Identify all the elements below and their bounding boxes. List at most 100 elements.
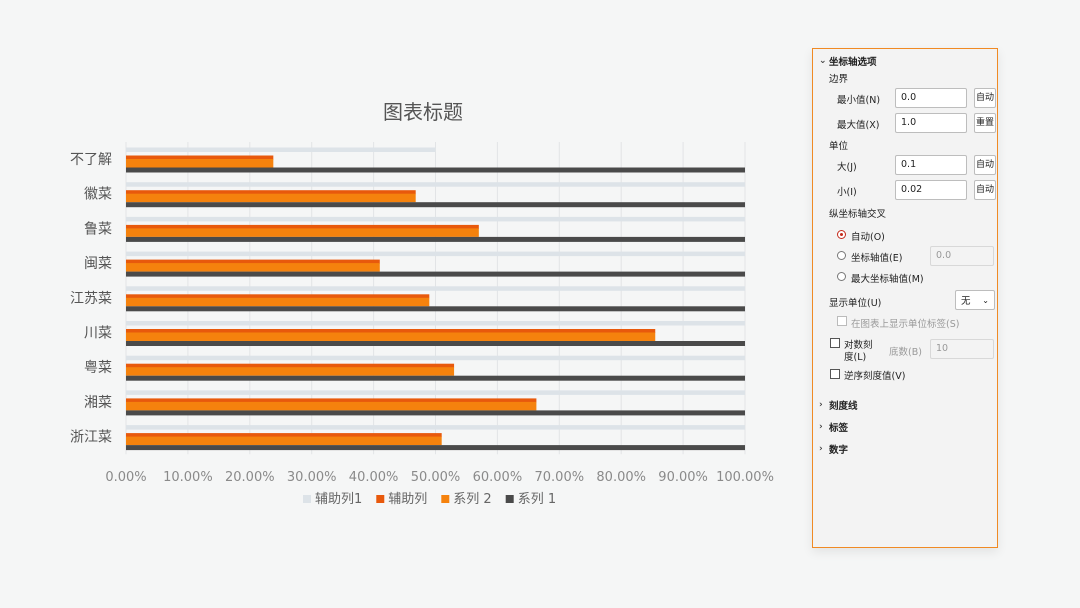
bar-1 xyxy=(126,433,442,438)
x-tick-label: 10.00% xyxy=(163,470,213,485)
bar-3 xyxy=(126,375,745,381)
tick-marks-section[interactable]: › 刻度线 xyxy=(819,398,858,412)
bounds-label: 边界 xyxy=(829,74,849,85)
cross-max-label: 最大坐标轴值(M) xyxy=(851,274,924,285)
bar-0 xyxy=(126,286,745,291)
reverse-order-checkbox[interactable] xyxy=(830,369,840,379)
x-tick-label: 70.00% xyxy=(535,470,585,485)
cross-auto-label: 自动(O) xyxy=(851,232,885,243)
min-auto-button[interactable]: 自动 xyxy=(974,88,996,108)
min-input[interactable]: 0.0 xyxy=(895,88,967,108)
legend-label: 辅助列1 xyxy=(315,492,362,507)
major-auto-button[interactable]: 自动 xyxy=(974,155,996,175)
legend-label: 系列 2 xyxy=(453,492,491,507)
bar-3 xyxy=(126,167,745,173)
bar-3 xyxy=(126,445,745,451)
bar-1 xyxy=(126,259,380,264)
chevron-down-icon: ⌄ xyxy=(819,56,827,66)
display-units-value: 无 xyxy=(961,296,971,307)
bar-1 xyxy=(126,329,656,333)
bar-1 xyxy=(126,224,479,229)
legend-swatch xyxy=(441,495,450,503)
chevron-right-icon: › xyxy=(819,444,823,454)
legend-swatch xyxy=(505,495,514,503)
bar-3 xyxy=(126,271,745,277)
chevron-down-icon: ⌄ xyxy=(982,295,989,305)
x-tick-label: 20.00% xyxy=(225,470,275,485)
format-axis-pane[interactable]: ⌄ 坐标轴选项 边界 最小值(N) 0.0 自动 最大值(X) 1.0 重置 单… xyxy=(812,48,998,548)
major-label: 大(J) xyxy=(837,162,857,173)
cross-value-label: 坐标轴值(E) xyxy=(851,253,903,264)
minor-label: 小(I) xyxy=(837,187,857,198)
category-label: 鲁菜 xyxy=(84,221,112,237)
bar-2 xyxy=(126,401,537,411)
bar-0 xyxy=(126,321,745,326)
cross-auto-radio[interactable] xyxy=(837,230,846,239)
log-scale-label-2: 度(L) xyxy=(844,352,867,363)
x-tick-label: 90.00% xyxy=(658,470,708,485)
category-label: 江苏菜 xyxy=(70,291,112,307)
x-tick-label: 50.00% xyxy=(411,470,461,485)
max-reset-button[interactable]: 重置 xyxy=(974,113,996,133)
axis-options-section[interactable]: ⌄ 坐标轴选项 xyxy=(819,54,877,68)
show-units-label: 在图表上显示单位标签(S) xyxy=(851,319,960,330)
tick-marks-title: 刻度线 xyxy=(829,401,858,412)
bar-chart[interactable]: 图表标题 0.00% 10.00% 20.00% 30.00% 40.00% 50.00% 6… xyxy=(0,0,800,608)
bar-0 xyxy=(126,390,745,395)
bar-3 xyxy=(126,341,745,346)
bar-0 xyxy=(126,182,745,187)
category-label: 粤菜 xyxy=(84,360,112,376)
log-base-input[interactable]: 10 xyxy=(930,339,994,359)
minor-unit-input[interactable]: 0.02 xyxy=(895,180,967,200)
cross-value-radio[interactable] xyxy=(837,251,846,260)
show-units-checkbox[interactable] xyxy=(837,316,847,326)
bar-2 xyxy=(126,263,380,272)
x-tick-label: 30.00% xyxy=(287,470,337,485)
labels-title: 标签 xyxy=(829,423,849,434)
bar-0 xyxy=(126,147,436,152)
bar-2 xyxy=(126,436,442,446)
log-scale-checkbox[interactable] xyxy=(830,338,840,348)
chart-title: 图表标题 xyxy=(383,100,463,124)
number-section[interactable]: › 数字 xyxy=(819,442,848,456)
max-label: 最大值(X) xyxy=(837,120,880,131)
minor-auto-button[interactable]: 自动 xyxy=(974,180,996,200)
legend-label: 系列 1 xyxy=(518,492,556,507)
bar-0 xyxy=(126,251,745,257)
category-label: 湘菜 xyxy=(84,395,112,411)
cross-value-input[interactable]: 0.0 xyxy=(930,246,994,266)
bar-3 xyxy=(126,236,745,242)
bar-2 xyxy=(126,297,430,307)
chevron-right-icon: › xyxy=(819,422,823,432)
chevron-right-icon: › xyxy=(819,400,823,410)
bar-3 xyxy=(126,306,745,312)
display-units-label: 显示单位(U) xyxy=(829,298,882,309)
max-input[interactable]: 1.0 xyxy=(895,113,967,133)
cross-max-radio[interactable] xyxy=(837,272,846,281)
legend-swatch xyxy=(376,495,385,503)
legend-swatch xyxy=(303,495,311,503)
labels-section[interactable]: › 标签 xyxy=(819,420,848,434)
x-tick-label: 0.00% xyxy=(105,470,146,485)
bar-0 xyxy=(126,216,745,222)
bar-3 xyxy=(126,410,745,416)
category-label: 浙江菜 xyxy=(70,430,112,446)
major-unit-input[interactable]: 0.1 xyxy=(895,155,967,175)
log-base-label: 底数(B) xyxy=(889,347,922,358)
display-units-select[interactable]: 无 ⌄ xyxy=(955,290,995,310)
bar-1 xyxy=(126,363,455,368)
chart-area[interactable]: 图表标题 0.00% 10.00% 20.00% 30.00% 40.00% 50.00% 6… xyxy=(0,0,800,608)
bar-2 xyxy=(126,228,479,237)
bar-1 xyxy=(126,155,274,160)
bar-3 xyxy=(126,202,745,208)
bar-0 xyxy=(126,425,745,430)
log-scale-label-1: 对数刻 xyxy=(844,340,873,351)
axis-options-title: 坐标轴选项 xyxy=(829,57,877,68)
x-tick-label: 80.00% xyxy=(596,470,646,485)
number-title: 数字 xyxy=(829,445,849,456)
bar-1 xyxy=(126,190,416,195)
category-label: 不了解 xyxy=(70,152,112,168)
bar-2 xyxy=(126,159,274,168)
bar-1 xyxy=(126,398,537,403)
bar-2 xyxy=(126,332,656,341)
